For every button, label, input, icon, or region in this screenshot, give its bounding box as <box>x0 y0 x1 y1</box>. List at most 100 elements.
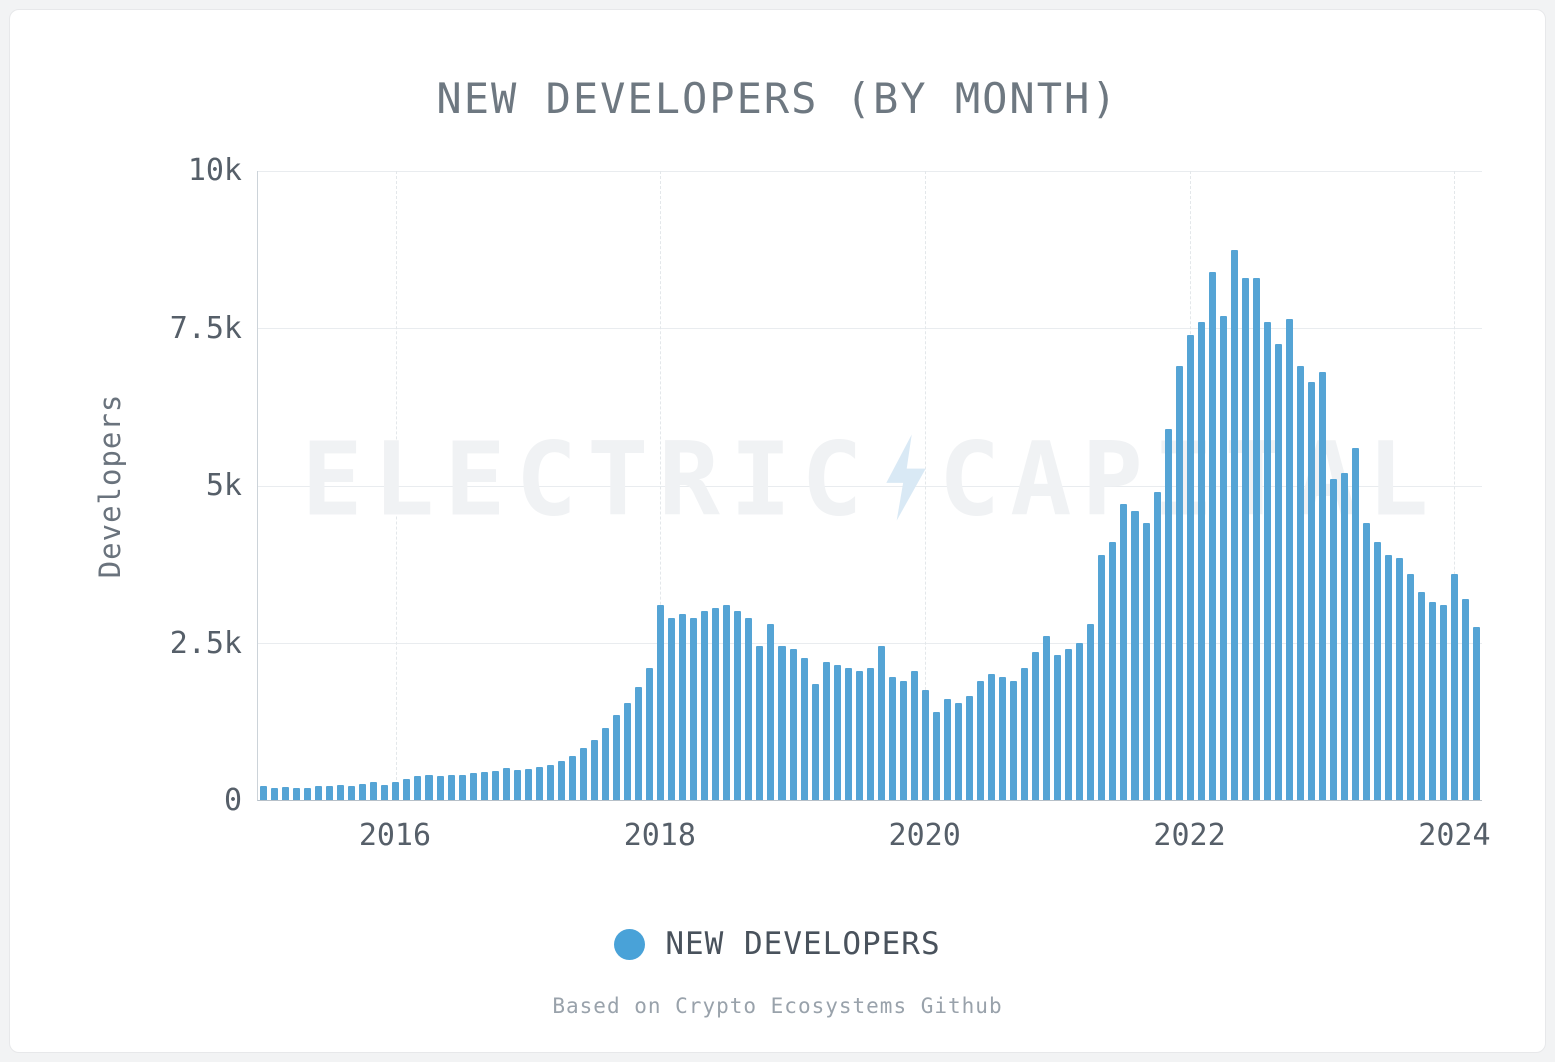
bar <box>1285 318 1293 800</box>
bar <box>1429 601 1437 800</box>
bar <box>910 671 918 800</box>
bar <box>513 769 521 800</box>
bar <box>723 605 731 800</box>
bar <box>1098 554 1106 800</box>
bar <box>315 785 323 800</box>
bar <box>1385 554 1393 800</box>
bar <box>403 779 411 800</box>
legend: NEW DEVELOPERS <box>10 926 1545 962</box>
bar <box>767 623 775 800</box>
bar <box>1175 366 1183 800</box>
bar <box>568 755 576 800</box>
bar <box>712 608 720 800</box>
y-axis-title: Developers <box>93 393 127 579</box>
bar <box>436 775 444 800</box>
bar <box>1076 642 1084 800</box>
x-tick-label: 2020 <box>888 818 961 853</box>
bar <box>789 649 797 800</box>
bar <box>1153 491 1161 800</box>
bar <box>1296 366 1304 800</box>
bar <box>480 772 488 800</box>
bar <box>392 782 400 800</box>
bar <box>304 787 312 800</box>
bar <box>1341 472 1349 800</box>
y-tick-label: 10k <box>187 153 242 188</box>
lightning-bolt-icon <box>885 434 926 521</box>
bars <box>258 171 1482 800</box>
bar <box>546 764 554 800</box>
bar <box>932 711 940 800</box>
bar <box>337 785 345 800</box>
bar <box>1440 605 1448 800</box>
bar <box>370 782 378 800</box>
bar <box>601 727 609 800</box>
bar <box>557 761 565 800</box>
y-tick-label: 7.5k <box>169 310 242 346</box>
bar <box>800 658 808 800</box>
bar <box>1462 598 1470 800</box>
x-tick-label: 2018 <box>623 818 696 853</box>
bar <box>635 686 643 800</box>
bar <box>999 677 1007 800</box>
bar <box>1021 667 1029 800</box>
x-axis: 2016 2018 2020 2022 2024 <box>257 818 1491 862</box>
bar <box>1363 523 1371 800</box>
bar <box>756 645 764 800</box>
bar <box>1120 504 1128 800</box>
bar <box>1087 623 1095 800</box>
bar <box>502 768 510 800</box>
bar <box>447 775 455 800</box>
bar <box>1219 315 1227 800</box>
bar <box>657 605 665 800</box>
bar <box>524 768 532 800</box>
bar <box>1396 557 1404 800</box>
x-tick-label: 2016 <box>358 818 432 853</box>
bar <box>271 788 279 800</box>
bar <box>359 783 367 800</box>
bar <box>701 611 709 800</box>
gridline <box>925 171 927 800</box>
bar <box>745 617 753 800</box>
bar <box>348 785 356 800</box>
bar <box>326 785 334 800</box>
y-tick-label: 0 <box>223 783 242 818</box>
bar <box>1352 447 1360 800</box>
bar <box>1473 627 1481 800</box>
y-tick-label: 2.5k <box>169 625 242 661</box>
y-axis: 0 2.5k 5k 7.5k 10k <box>130 156 242 816</box>
bar <box>811 683 819 800</box>
gridline <box>258 642 1482 644</box>
bar <box>899 680 907 800</box>
bar <box>679 614 687 800</box>
bar <box>690 617 698 800</box>
gridline <box>258 485 1482 487</box>
bar <box>734 611 742 800</box>
bar <box>282 786 290 800</box>
bar <box>1418 592 1426 800</box>
bar <box>921 689 929 800</box>
bar <box>579 748 587 800</box>
bar <box>954 702 962 800</box>
bar <box>491 770 499 800</box>
bar <box>1054 655 1062 800</box>
bar <box>1043 636 1051 800</box>
bar <box>943 699 951 800</box>
source-note: Based on Crypto Ecosystems Github <box>552 994 1003 1018</box>
horizontal-gridlines <box>258 171 1482 800</box>
bar <box>1197 321 1205 800</box>
gridline <box>258 328 1482 330</box>
bar <box>1208 271 1216 800</box>
x-tick-label: 2022 <box>1153 818 1226 853</box>
gridline <box>395 171 397 800</box>
bar <box>425 774 433 800</box>
bar <box>1330 479 1338 800</box>
bar <box>966 696 974 800</box>
legend-marker-icon <box>614 928 646 960</box>
bar <box>1032 652 1040 800</box>
bar <box>866 667 874 800</box>
bar <box>855 671 863 800</box>
watermark-text-left: ELECTRIC <box>301 420 873 540</box>
bar <box>458 774 466 800</box>
bar <box>1186 334 1194 800</box>
bar <box>977 680 985 800</box>
